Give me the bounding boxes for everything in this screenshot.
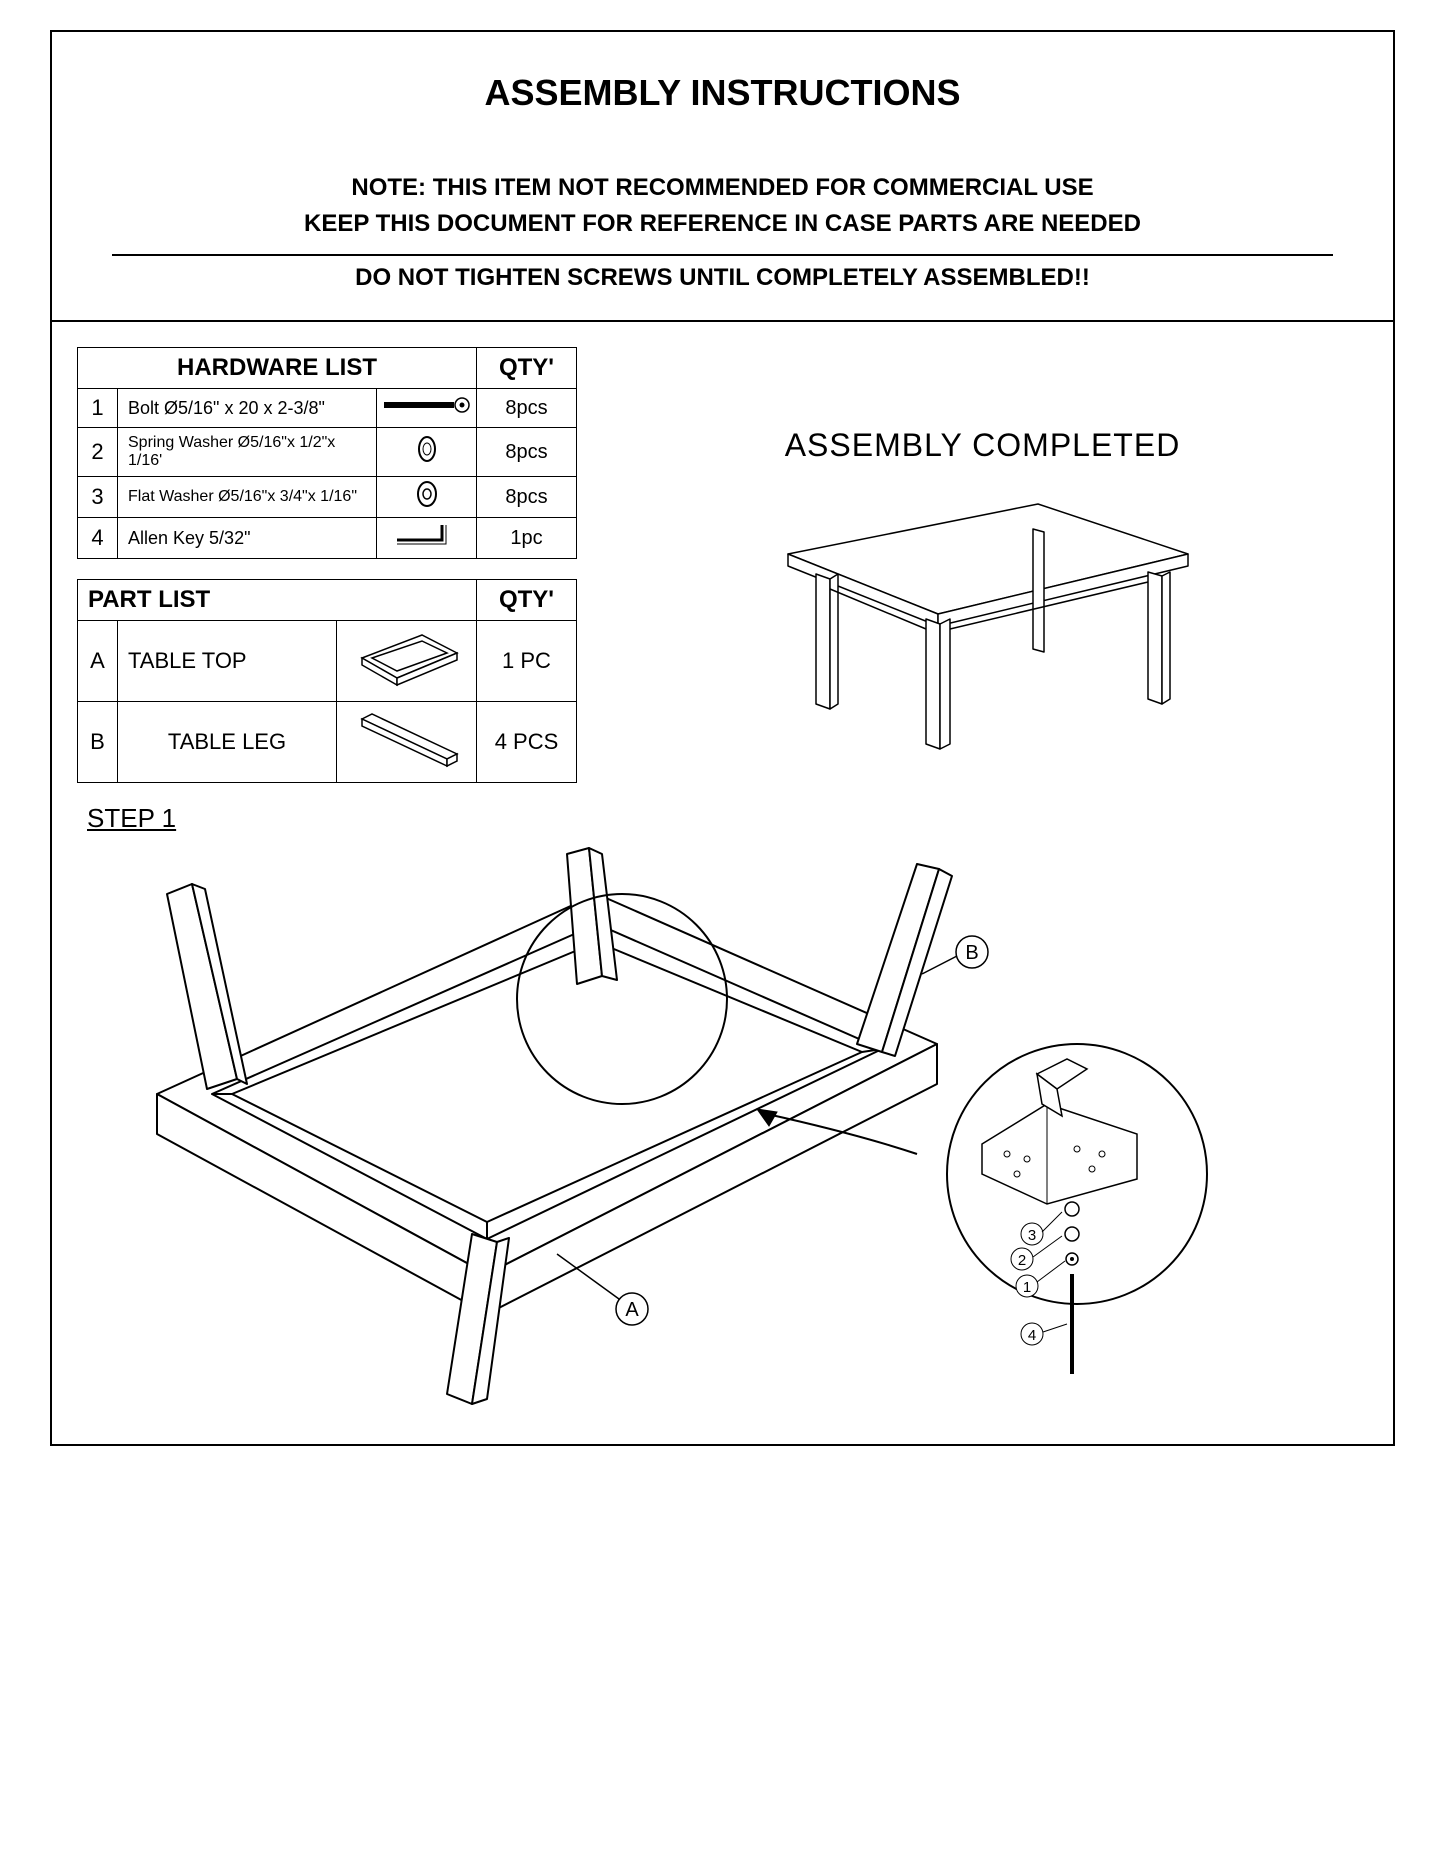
hw-image: [377, 477, 477, 518]
assembled-table-icon: [768, 474, 1198, 754]
table-row: A TABLE TOP 1 PC: [78, 621, 577, 702]
hw-qty: 1pc: [477, 518, 577, 559]
part-header: PART LIST: [78, 580, 477, 621]
step-label: STEP 1: [87, 803, 1368, 834]
hardware-list-block: HARDWARE LIST QTY' 1 Bolt Ø5/16" x 20 x …: [77, 347, 577, 559]
table-row: HARDWARE LIST QTY': [78, 348, 577, 389]
part-table: PART LIST QTY' A TABLE TOP: [77, 579, 577, 783]
page-title: ASSEMBLY INSTRUCTIONS: [112, 72, 1333, 114]
spring-washer-icon: [412, 434, 442, 464]
header-section: ASSEMBLY INSTRUCTIONS NOTE: THIS ITEM NO…: [52, 32, 1393, 322]
part-list-block: PART LIST QTY' A TABLE TOP: [77, 579, 577, 783]
part-desc: TABLE LEG: [118, 702, 337, 783]
hw-desc: Allen Key 5/32": [118, 518, 377, 559]
bolt-icon: [382, 395, 472, 415]
hw-image: [377, 389, 477, 428]
part-desc: TABLE TOP: [118, 621, 337, 702]
note-1: NOTE: THIS ITEM NOT RECOMMENDED FOR COMM…: [112, 174, 1333, 202]
step-1-diagram: A B: [77, 834, 1337, 1424]
hw-qty: 8pcs: [477, 389, 577, 428]
allen-key-icon: [392, 520, 462, 550]
hw-num: 1: [78, 389, 118, 428]
qty-header: QTY': [477, 348, 577, 389]
note-2: KEEP THIS DOCUMENT FOR REFERENCE IN CASE…: [112, 210, 1333, 238]
part-qty: 1 PC: [477, 621, 577, 702]
completed-block: ASSEMBLY COMPLETED: [597, 347, 1368, 783]
hw-image: [377, 518, 477, 559]
part-letter: B: [78, 702, 118, 783]
callout-1: 1: [1023, 1279, 1031, 1296]
qty-header: QTY': [477, 580, 577, 621]
body-section: HARDWARE LIST QTY' 1 Bolt Ø5/16" x 20 x …: [52, 322, 1393, 1444]
callout-a-label: A: [625, 1299, 639, 1321]
callout-4: 4: [1028, 1327, 1036, 1344]
callout-b-label: B: [965, 942, 978, 964]
table-row: 1 Bolt Ø5/16" x 20 x 2-3/8" 8pcs: [78, 389, 577, 428]
completed-title: ASSEMBLY COMPLETED: [597, 427, 1368, 464]
table-row: 4 Allen Key 5/32" 1pc: [78, 518, 577, 559]
hw-num: 3: [78, 477, 118, 518]
part-image: [337, 702, 477, 783]
hw-num: 2: [78, 428, 118, 477]
table-row: PART LIST QTY': [78, 580, 577, 621]
callout-3: 3: [1028, 1227, 1036, 1244]
hw-desc: Spring Washer Ø5/16"x 1/2"x 1/16': [118, 428, 377, 477]
note-3: DO NOT TIGHTEN SCREWS UNTIL COMPLETELY A…: [112, 264, 1333, 292]
page-frame: ASSEMBLY INSTRUCTIONS NOTE: THIS ITEM NO…: [50, 30, 1395, 1446]
hardware-header: HARDWARE LIST: [78, 348, 477, 389]
hw-num: 4: [78, 518, 118, 559]
hw-qty: 8pcs: [477, 428, 577, 477]
hw-image: [377, 428, 477, 477]
table-top-icon: [347, 623, 467, 693]
step-1-block: STEP 1: [77, 803, 1368, 1429]
table-leg-icon: [347, 704, 467, 774]
hw-desc: Bolt Ø5/16" x 20 x 2-3/8": [118, 389, 377, 428]
part-letter: A: [78, 621, 118, 702]
part-qty: 4 PCS: [477, 702, 577, 783]
callout-2: 2: [1018, 1252, 1026, 1269]
part-image: [337, 621, 477, 702]
bolt-detail: 3 2 1 4: [947, 1044, 1207, 1374]
table-row: 3 Flat Washer Ø5/16"x 3/4"x 1/16" 8pcs: [78, 477, 577, 518]
table-row: 2 Spring Washer Ø5/16"x 1/2"x 1/16' 8pcs: [78, 428, 577, 477]
hw-qty: 8pcs: [477, 477, 577, 518]
hardware-table: HARDWARE LIST QTY' 1 Bolt Ø5/16" x 20 x …: [77, 347, 577, 559]
note-group: NOTE: THIS ITEM NOT RECOMMENDED FOR COMM…: [112, 174, 1333, 256]
table-row: B TABLE LEG 4 PCS: [78, 702, 577, 783]
flat-washer-icon: [412, 479, 442, 509]
hw-desc: Flat Washer Ø5/16"x 3/4"x 1/16": [118, 477, 377, 518]
